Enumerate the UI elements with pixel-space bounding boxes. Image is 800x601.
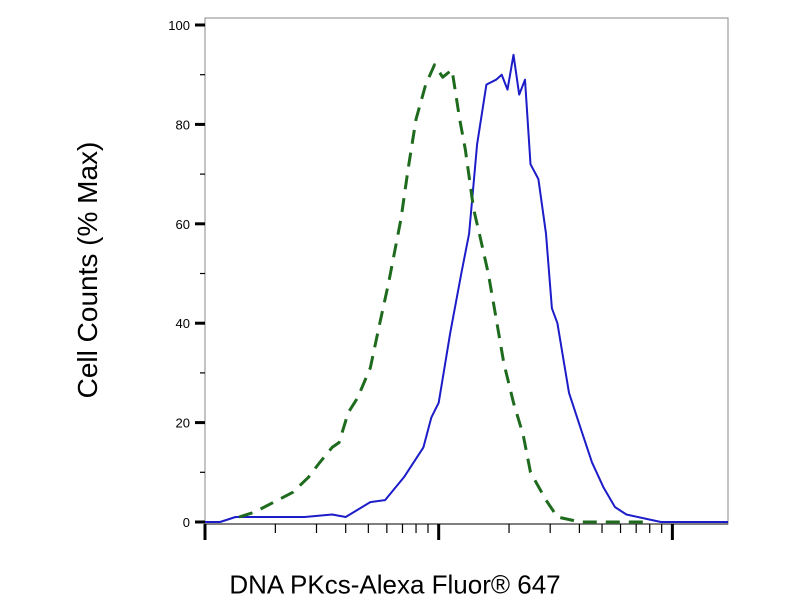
plot-frame [204,17,729,525]
x-axis [203,523,728,540]
y-tick-label: 60 [176,217,190,232]
y-tick-label: 0 [183,515,190,530]
y-tick-label: 20 [176,416,190,431]
y-axis-label: Cell Counts (% Max) [72,141,103,399]
series-line-solid-blue [205,53,728,523]
y-axis: 0 20 40 60 80 100 [168,18,205,530]
y-tick-label: 80 [176,117,190,132]
x-axis-label: DNA PKcs-Alexa Fluor® 647 [229,569,561,600]
y-tick-label: 100 [168,18,190,33]
series-group [205,53,728,524]
series-line-dashed-green [238,63,650,524]
y-tick-label: 40 [176,316,190,331]
